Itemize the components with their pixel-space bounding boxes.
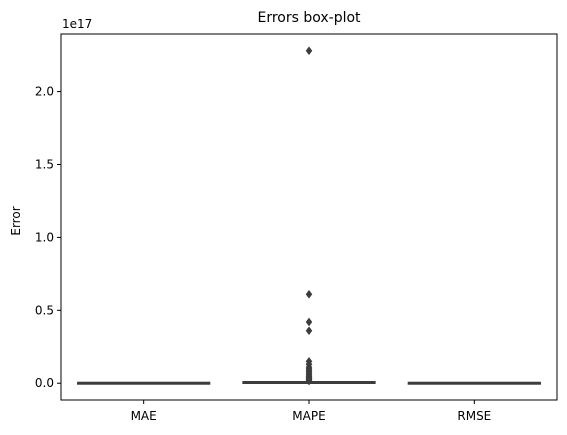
- x-tick-label: MAE: [131, 409, 157, 423]
- outlier-point: [305, 46, 313, 56]
- x-tick-label: MAPE: [292, 409, 325, 423]
- y-tick-label: 1.5: [35, 158, 54, 172]
- outlier-point: [305, 376, 313, 386]
- outlier-point: [305, 289, 313, 299]
- plot-frame: [60, 33, 558, 401]
- y-axis-scale-label: 1e17: [62, 17, 92, 31]
- y-tick-label: 1.0: [35, 230, 54, 244]
- outlier-point: [305, 326, 313, 336]
- y-axis-label: Error: [9, 206, 23, 235]
- y-tick-label: 2.0: [35, 85, 54, 99]
- chart-title: Errors box-plot: [257, 10, 361, 26]
- y-tick-label: 0.0: [35, 376, 54, 390]
- x-tick-label: RMSE: [457, 409, 491, 423]
- plot-area: 0.0 0.5 1.0 1.5 2.0 MAE MAPE RMSE: [35, 46, 541, 423]
- outlier-point: [305, 317, 313, 327]
- y-tick-label: 0.5: [35, 303, 54, 317]
